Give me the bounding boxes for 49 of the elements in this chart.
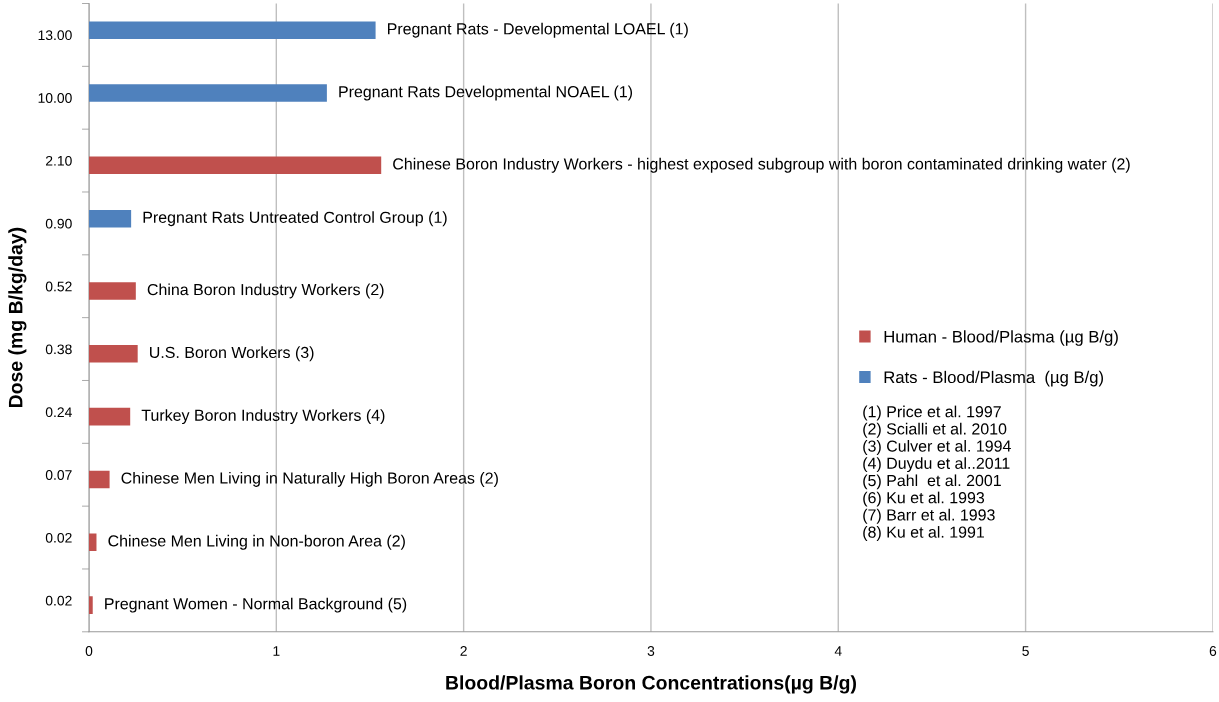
- annotation: Pregnant Rats - Developmental LOAEL (1): [388, 22, 688, 38]
- y-tick-label: 0.90: [45, 218, 72, 229]
- bar: [88, 407, 131, 426]
- y-tick-label: 10.00: [38, 93, 72, 103]
- y-tick-label: 0.52: [45, 281, 72, 292]
- y-tick-label: 0.38: [45, 344, 72, 355]
- annotation: Chinese Men Living in Naturally High Boron Areas (2): [121, 472, 498, 487]
- bar: [88, 282, 136, 300]
- annotation: China Boron Industry Workers (2): [147, 283, 384, 299]
- x-tick-label: 6: [1209, 646, 1217, 656]
- annotation: (4) Duydu et al..2011: [863, 457, 1010, 473]
- annotation: (3) Culver et al. 1994: [863, 440, 1011, 455]
- bar: [88, 84, 327, 102]
- x-tick-label: 5: [1022, 646, 1029, 656]
- y-tick-label: 0.02: [45, 595, 72, 606]
- annotation: Chinese Boron Industry Workers - highest exposed subgroup with boron contaminated drinking water (2): [393, 157, 1130, 173]
- y-tick-label: 0.02: [45, 532, 72, 543]
- legend-label: Human - Blood/Plasma (µg B/g): [884, 330, 1118, 346]
- bar: [88, 21, 376, 40]
- y-axis-title: Dose (mg B/kg/day): [8, 227, 27, 408]
- y-tick-label: 0.24: [45, 407, 72, 418]
- annotation: Pregnant Rats Untreated Control Group (1): [143, 211, 447, 227]
- bar: [88, 470, 110, 489]
- x-tick-label: 2: [460, 646, 467, 656]
- x-tick-label: 3: [647, 646, 655, 656]
- y-tick-label: 13.00: [38, 30, 72, 41]
- annotation: (6) Ku et al. 1993: [863, 491, 985, 507]
- annotation: Turkey Boron Industry Workers (4): [141, 409, 385, 425]
- annotation: (5) Pahl et al. 2001: [863, 474, 1001, 490]
- legend-label: Rats - Blood/Plasma (µg B/g): [884, 370, 1104, 387]
- annotation: (7) Barr et al. 1993: [863, 508, 995, 524]
- annotation: (8) Ku et al. 1991: [863, 526, 984, 541]
- annotation: Pregnant Women - Normal Background (5): [105, 597, 407, 613]
- bar: [88, 344, 138, 363]
- y-tick-label: 2.10: [45, 155, 72, 166]
- annotation: (1) Price et al. 1997: [863, 405, 1001, 421]
- x-tick-label: 4: [834, 646, 842, 656]
- bar: [88, 596, 93, 614]
- annotation: Pregnant Rats Developmental NOAEL (1): [339, 85, 633, 101]
- annotation: Chinese Men Living in Non-boron Area (2): [108, 534, 405, 550]
- annotation: (2) Scialli et al. 2010: [863, 422, 1007, 438]
- bar: [88, 209, 132, 228]
- annotation: U.S. Boron Workers (3): [150, 346, 314, 362]
- x-axis-title: Blood/Plasma Boron Concentrations(µg B/g): [446, 675, 856, 694]
- x-tick-label: 0: [85, 646, 93, 656]
- bar: [88, 156, 382, 175]
- y-tick-label: 0.07: [45, 470, 72, 480]
- x-tick-label: 1: [273, 646, 280, 656]
- bar: [88, 533, 97, 552]
